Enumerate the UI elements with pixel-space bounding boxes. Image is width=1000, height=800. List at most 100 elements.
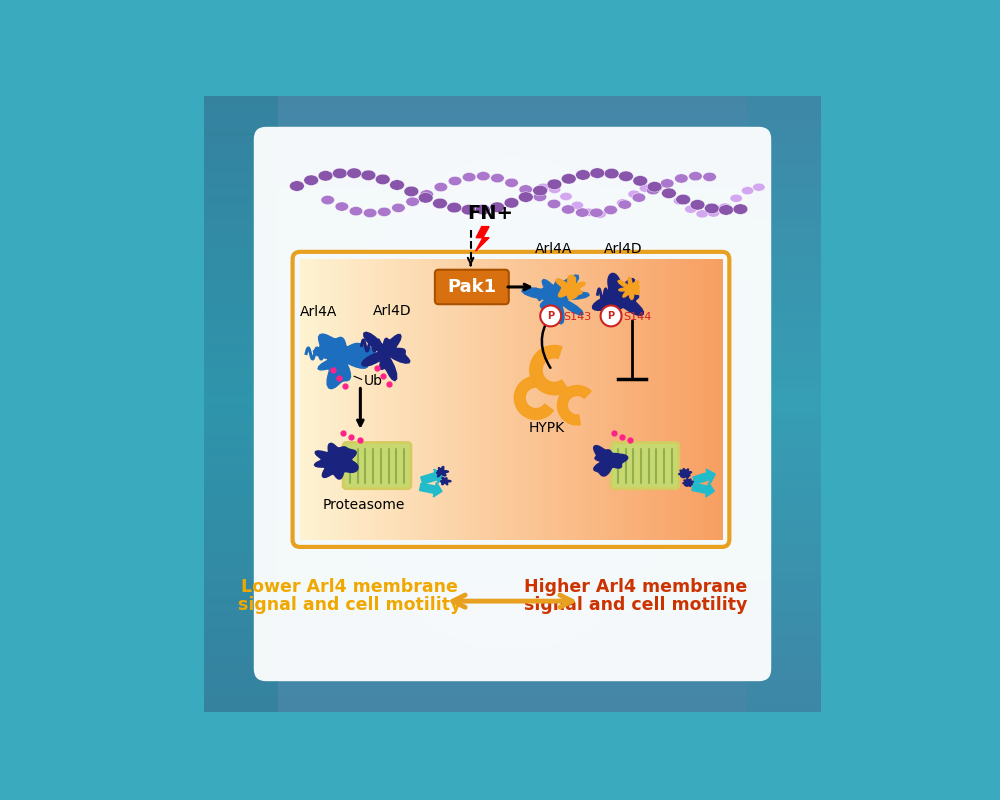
Bar	[204, 604, 278, 612]
Bar	[204, 242, 278, 250]
Bar	[410, 259, 415, 539]
Bar	[204, 173, 820, 181]
Bar	[204, 211, 820, 219]
Bar	[363, 259, 369, 539]
Bar	[536, 259, 542, 539]
Bar	[204, 427, 820, 435]
Bar	[204, 527, 820, 535]
Polygon shape	[593, 274, 643, 315]
Bar	[460, 259, 466, 539]
Bar	[549, 259, 554, 539]
Bar	[747, 519, 820, 527]
Ellipse shape	[533, 186, 548, 196]
Bar	[747, 474, 820, 481]
Bar	[204, 296, 820, 304]
Bar	[692, 259, 698, 539]
Bar	[204, 642, 820, 650]
Ellipse shape	[632, 193, 646, 202]
Bar	[595, 259, 601, 539]
Ellipse shape	[518, 192, 533, 202]
Bar	[747, 682, 820, 689]
Polygon shape	[314, 443, 358, 479]
Bar	[204, 273, 820, 281]
Bar	[747, 204, 820, 211]
Bar	[747, 704, 820, 712]
Bar	[204, 650, 820, 658]
Bar	[204, 466, 820, 474]
Ellipse shape	[347, 168, 362, 178]
Ellipse shape	[420, 190, 433, 199]
Bar	[204, 682, 820, 689]
Bar	[204, 342, 278, 350]
Bar	[204, 96, 278, 104]
Polygon shape	[557, 386, 591, 425]
Bar	[747, 166, 820, 173]
Ellipse shape	[571, 202, 584, 210]
Ellipse shape	[696, 210, 708, 218]
Bar	[688, 259, 694, 539]
Bar	[204, 219, 278, 227]
Bar	[747, 342, 820, 350]
Bar	[204, 658, 820, 666]
Bar	[204, 396, 820, 404]
Bar	[204, 389, 820, 396]
Bar	[393, 259, 398, 539]
Bar	[204, 219, 820, 227]
Bar	[747, 96, 820, 104]
Ellipse shape	[719, 203, 731, 211]
Bar	[204, 542, 278, 550]
Bar	[204, 289, 278, 296]
Polygon shape	[362, 332, 410, 381]
Bar	[443, 259, 449, 539]
Ellipse shape	[576, 170, 590, 180]
Bar	[204, 474, 278, 481]
Bar	[642, 259, 647, 539]
Bar	[204, 604, 820, 612]
Ellipse shape	[590, 208, 603, 218]
Bar	[204, 574, 278, 581]
Bar	[621, 259, 626, 539]
Bar	[747, 104, 820, 111]
Bar	[608, 259, 613, 539]
Ellipse shape	[392, 203, 405, 213]
Bar	[667, 259, 673, 539]
Bar	[204, 258, 278, 266]
Bar	[204, 296, 278, 304]
Bar	[204, 566, 278, 574]
Bar	[204, 435, 820, 442]
Bar	[204, 111, 278, 119]
Bar	[747, 527, 820, 535]
Bar	[414, 259, 419, 539]
Bar	[204, 389, 278, 396]
Bar	[204, 381, 820, 389]
Bar	[204, 189, 820, 196]
Bar	[204, 612, 278, 619]
Bar	[204, 142, 820, 150]
Ellipse shape	[639, 184, 652, 192]
Bar	[204, 689, 278, 697]
FancyBboxPatch shape	[343, 442, 411, 489]
Ellipse shape	[604, 168, 619, 179]
Ellipse shape	[561, 205, 575, 214]
Bar	[646, 259, 651, 539]
Bar	[747, 281, 820, 289]
Bar	[204, 689, 820, 697]
Bar	[376, 259, 381, 539]
Polygon shape	[679, 469, 692, 478]
Text: Higher Arl4 membrane: Higher Arl4 membrane	[524, 578, 747, 596]
Bar	[204, 589, 278, 597]
Bar	[204, 458, 278, 466]
Polygon shape	[522, 275, 589, 324]
Polygon shape	[693, 469, 715, 484]
Bar	[747, 142, 820, 150]
Bar	[747, 427, 820, 435]
Text: Proteasome: Proteasome	[322, 498, 405, 512]
Bar	[397, 259, 402, 539]
Bar	[650, 259, 656, 539]
Bar	[204, 474, 820, 481]
Bar	[204, 250, 820, 258]
Bar	[486, 259, 491, 539]
Text: Arl4A: Arl4A	[535, 242, 572, 256]
Bar	[418, 259, 424, 539]
Bar	[317, 259, 322, 539]
